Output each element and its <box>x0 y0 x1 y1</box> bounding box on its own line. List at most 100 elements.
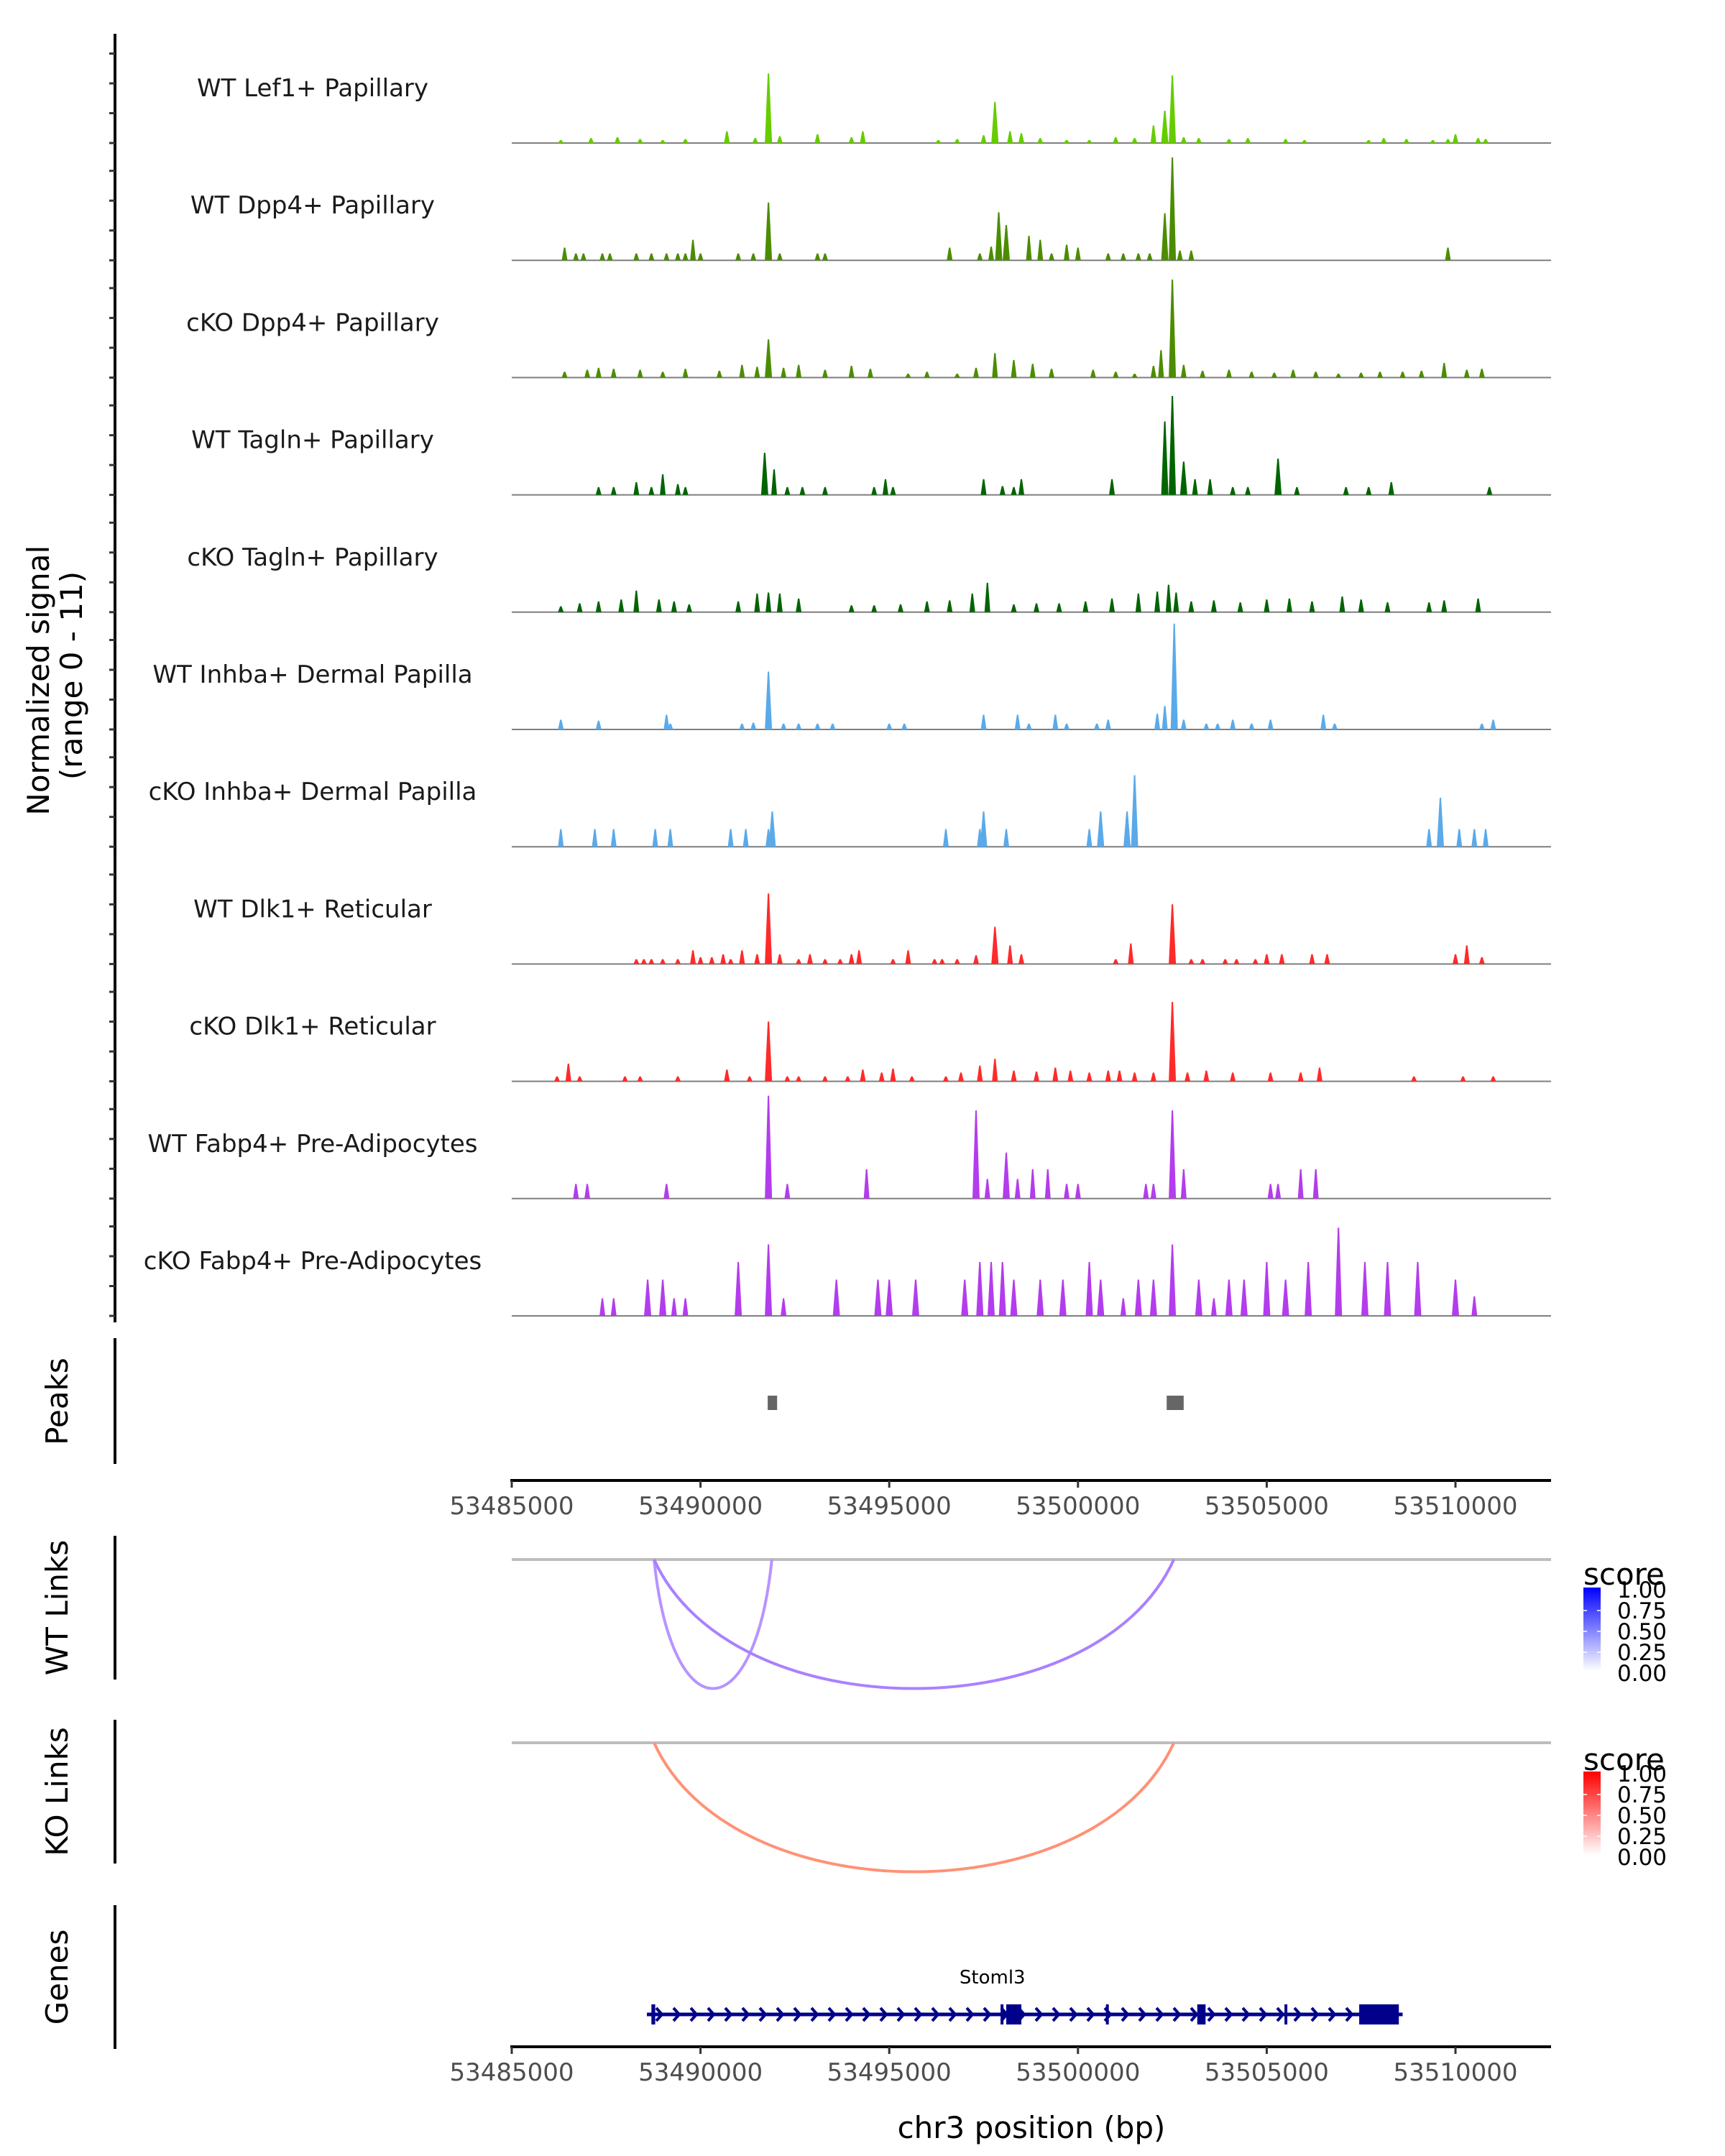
coverage-peak <box>1173 592 1179 612</box>
strand-arrow-icon <box>758 2007 768 2022</box>
coverage-peak <box>984 582 990 612</box>
coverage-peak <box>1282 1279 1289 1316</box>
coverage-peak <box>1282 139 1289 143</box>
link-arc <box>653 1559 1176 1690</box>
coverage-peak <box>1294 487 1300 495</box>
coverage-peak <box>675 1076 681 1082</box>
coverage-peak <box>1225 1279 1233 1316</box>
strand-arrow-icon <box>1241 2007 1251 2022</box>
coverage-peak <box>750 253 757 261</box>
coverage-peak <box>637 1076 643 1082</box>
strand-arrow-icon <box>1086 2007 1095 2022</box>
coverage-peak <box>1179 461 1187 495</box>
coverage-peak <box>1309 954 1315 964</box>
coverage-peak <box>784 487 791 495</box>
coverage-peak <box>796 364 802 378</box>
legend-tick-label: 0.50 <box>1617 1803 1667 1829</box>
coverage-peak <box>1453 134 1458 143</box>
coverage-peak <box>848 366 855 378</box>
coverage-peak <box>682 139 689 143</box>
coverage-peak <box>1131 1072 1138 1082</box>
coverage-peak <box>697 957 704 964</box>
coverage-peak <box>995 212 1003 261</box>
coverage-peak <box>1169 157 1177 261</box>
coverage-peak <box>1150 1184 1156 1199</box>
coverage-peak <box>584 369 591 378</box>
coverage-peak <box>735 601 742 612</box>
coverage-peak <box>671 601 677 612</box>
x-tick-label: 53500000 <box>1016 1492 1140 1521</box>
coverage-peak <box>1097 811 1105 847</box>
coverage-peak <box>1064 139 1070 143</box>
coverage-peak <box>675 484 681 495</box>
coverage-peak <box>1463 945 1470 964</box>
coverage-peak <box>739 364 745 378</box>
coverage-peak <box>1361 1262 1368 1316</box>
coverage-peak <box>980 714 987 729</box>
coverage-peak <box>901 723 908 729</box>
coverage-peak <box>1399 372 1406 378</box>
coverage-peak <box>765 202 773 261</box>
coverage-peak <box>1376 372 1383 378</box>
coverage-peak <box>671 1298 677 1316</box>
track-label: cKO Dpp4+ Papillary <box>186 308 439 337</box>
coverage-peak <box>924 601 930 612</box>
coverage-peak <box>675 253 681 261</box>
coverage-peak <box>942 829 949 847</box>
coverage-peak <box>1188 250 1195 261</box>
coverage-peak <box>1453 954 1458 964</box>
coverage-peak <box>1331 723 1338 729</box>
coverage-peak <box>871 487 878 495</box>
coverage-peak <box>947 600 953 612</box>
strand-arrow-icon <box>1155 2007 1164 2022</box>
coverage-peak <box>1267 719 1274 729</box>
coverage-peak <box>1290 369 1297 378</box>
coverage-peak <box>1003 1152 1011 1199</box>
strand-arrow-icon <box>845 2007 854 2022</box>
coverage-peak <box>697 253 704 261</box>
coverage-peak <box>1471 1296 1478 1316</box>
coverage-peak <box>1475 138 1481 143</box>
coverage-peak <box>1188 959 1195 964</box>
coverage-peak <box>992 353 998 378</box>
coverage-peak <box>796 723 802 729</box>
strand-arrow-icon <box>655 2007 664 2022</box>
coverage-peak <box>988 247 995 261</box>
coverage-peak <box>1180 137 1187 143</box>
coverage-peak <box>765 73 773 143</box>
coverage-peak <box>573 253 579 261</box>
coverage-peak <box>980 811 988 847</box>
coverage-peak <box>1312 372 1319 378</box>
coverage-peak <box>814 134 821 143</box>
ko-legend-colorbar <box>1583 1772 1601 1855</box>
coverage-peak <box>1170 623 1178 729</box>
strand-arrow-icon <box>1190 2007 1199 2022</box>
exon <box>1197 2004 1206 2024</box>
coverage-peak <box>610 487 617 495</box>
coverage-peak <box>765 1095 773 1199</box>
peak-region <box>768 1396 778 1410</box>
coverage-peak <box>1007 131 1013 143</box>
exon <box>1006 2004 1022 2024</box>
coverage-peak <box>1169 1110 1177 1199</box>
genes-panel: Stoml3 <box>114 1905 1403 2049</box>
track-label: WT Fabp4+ Pre-Adipocytes <box>148 1130 478 1158</box>
coverage-peak <box>690 239 696 261</box>
strand-arrow-icon <box>948 2007 957 2022</box>
coverage-peak <box>1188 601 1195 612</box>
coverage-peak <box>592 829 598 847</box>
coverage-peak <box>1075 1184 1081 1199</box>
coverage-peak <box>599 1298 606 1316</box>
coverage-peak <box>1339 596 1346 612</box>
strand-arrow-icon <box>896 2007 906 2022</box>
track-label: WT Dpp4+ Papillary <box>190 191 435 220</box>
coverage-peak <box>595 601 602 612</box>
coverage-peak <box>1195 138 1202 143</box>
coverage-peak <box>724 1069 730 1082</box>
coverage-peak <box>905 950 911 964</box>
coverage-peak <box>1029 1169 1036 1199</box>
coverage-peak <box>1177 250 1183 261</box>
coverage-peak <box>1478 957 1485 964</box>
coverage-peak <box>999 486 1006 495</box>
coverage-peak <box>1207 479 1213 495</box>
